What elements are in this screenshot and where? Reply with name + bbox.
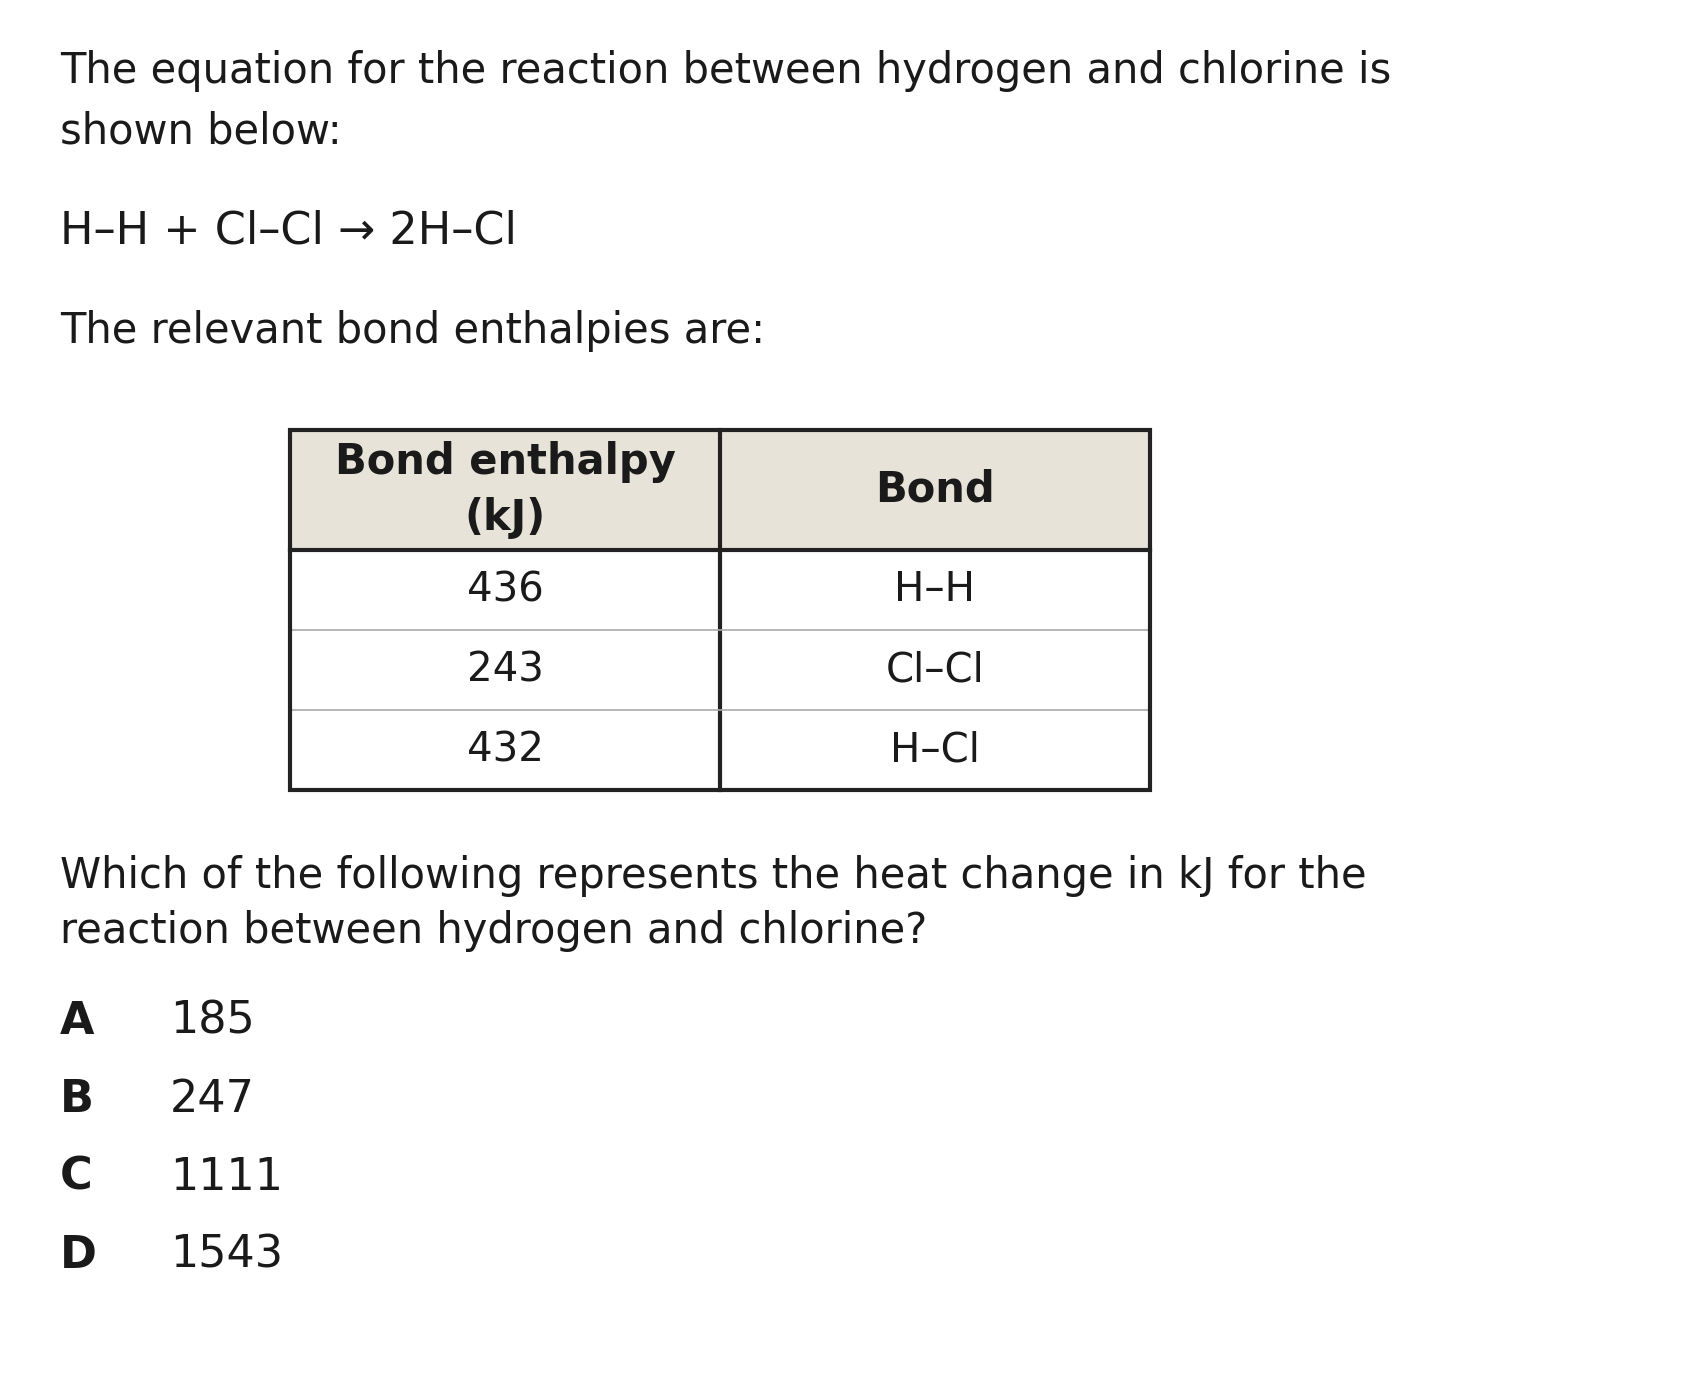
- Text: Bond enthalpy
(kJ): Bond enthalpy (kJ): [335, 441, 676, 538]
- Text: D: D: [60, 1234, 97, 1277]
- Text: The relevant bond enthalpies are:: The relevant bond enthalpies are:: [60, 311, 765, 352]
- Text: H–Cl: H–Cl: [889, 730, 980, 770]
- Text: 1543: 1543: [171, 1234, 283, 1277]
- Text: The equation for the reaction between hydrogen and chlorine is: The equation for the reaction between hy…: [60, 50, 1391, 92]
- Text: H–H + Cl–Cl → 2H–Cl: H–H + Cl–Cl → 2H–Cl: [60, 209, 517, 252]
- Bar: [290, 630, 1151, 710]
- Text: A: A: [60, 1000, 94, 1043]
- Bar: [290, 710, 1151, 791]
- Text: B: B: [60, 1078, 94, 1121]
- Bar: [290, 430, 1151, 791]
- Bar: [290, 551, 1151, 630]
- Text: 185: 185: [171, 1000, 254, 1043]
- Text: 1111: 1111: [171, 1155, 283, 1198]
- Text: 432: 432: [466, 730, 543, 770]
- Text: reaction between hydrogen and chlorine?: reaction between hydrogen and chlorine?: [60, 910, 927, 951]
- Text: shown below:: shown below:: [60, 110, 341, 153]
- Text: H–H: H–H: [894, 570, 975, 610]
- Text: 247: 247: [171, 1078, 254, 1121]
- Text: C: C: [60, 1155, 92, 1198]
- Text: Cl–Cl: Cl–Cl: [886, 651, 985, 689]
- Text: Which of the following represents the heat change in kJ for the: Which of the following represents the he…: [60, 854, 1367, 897]
- Text: Bond: Bond: [876, 469, 995, 510]
- Bar: [290, 430, 1151, 551]
- Text: 436: 436: [466, 570, 543, 610]
- Text: 243: 243: [466, 651, 543, 689]
